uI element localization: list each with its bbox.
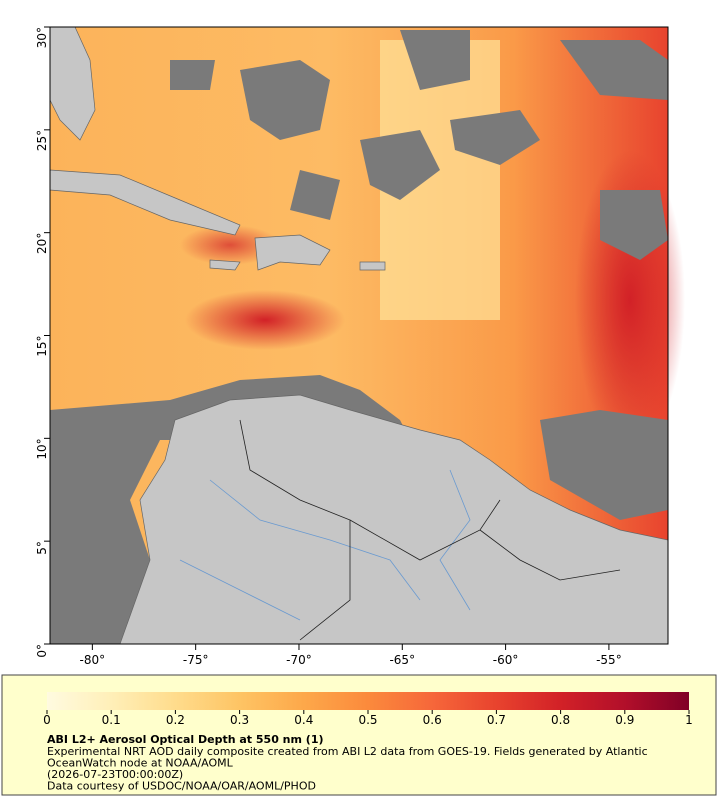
aerosol-plume bbox=[180, 225, 280, 265]
y-tick-label: 15° bbox=[35, 336, 49, 357]
colorbar-tick-label: 0.5 bbox=[358, 713, 377, 727]
colorbar-tick-label: 0.4 bbox=[294, 713, 313, 727]
borders bbox=[239, 419, 621, 641]
caption-line: (2026-07-23T00:00:00Z) bbox=[47, 768, 183, 781]
border bbox=[239, 419, 351, 641]
cuba bbox=[49, 169, 241, 236]
hispaniola bbox=[254, 234, 331, 271]
colorbar-tick-label: 0.2 bbox=[166, 713, 185, 727]
rivers bbox=[179, 469, 471, 621]
colorbar-tick-label: 0 bbox=[43, 713, 51, 727]
colorbar bbox=[47, 692, 689, 710]
border bbox=[349, 499, 501, 561]
clouds bbox=[50, 30, 668, 644]
jamaica bbox=[209, 259, 241, 271]
x-tick-label: -55° bbox=[596, 653, 622, 667]
y-tick-label: 10° bbox=[35, 438, 49, 459]
cloud bbox=[450, 110, 540, 165]
cloud bbox=[290, 170, 340, 220]
caption-line: Experimental NRT AOD daily composite cre… bbox=[47, 745, 648, 758]
y-tick-label: 30° bbox=[35, 27, 49, 48]
caption-line: OceanWatch node at NOAA/AOML bbox=[47, 757, 234, 770]
cloud bbox=[600, 190, 668, 260]
cloud bbox=[50, 375, 410, 644]
cloud bbox=[540, 410, 668, 520]
cloud bbox=[360, 130, 440, 200]
colorbar-tick-label: 0.7 bbox=[487, 713, 506, 727]
x-tick-label: -80° bbox=[80, 653, 106, 667]
x-tick-label: -70° bbox=[286, 653, 312, 667]
colorbar-tick-label: 0.1 bbox=[102, 713, 121, 727]
aerosol-plume bbox=[185, 290, 345, 350]
cloud bbox=[560, 40, 668, 100]
puerto-rico bbox=[359, 261, 386, 271]
cloud bbox=[400, 30, 470, 90]
cloud bbox=[170, 60, 215, 90]
colorbar-tick-label: 0.6 bbox=[423, 713, 442, 727]
y-tick-label: 20° bbox=[35, 233, 49, 254]
x-tick-label: -60° bbox=[493, 653, 519, 667]
south-america bbox=[119, 394, 669, 645]
cloud bbox=[240, 60, 330, 140]
y-tick-label: 25° bbox=[35, 130, 49, 151]
river bbox=[209, 479, 421, 601]
x-tick-label: -75° bbox=[183, 653, 209, 667]
colorbar-tick-label: 0.9 bbox=[615, 713, 634, 727]
land bbox=[49, 26, 669, 645]
x-tick-label: -65° bbox=[389, 653, 415, 667]
border bbox=[479, 529, 621, 581]
colorbar-tick-label: 1 bbox=[685, 713, 693, 727]
colorbar-tick-label: 0.3 bbox=[230, 713, 249, 727]
map bbox=[49, 26, 685, 645]
florida bbox=[49, 26, 96, 141]
y-tick-label: 5° bbox=[35, 541, 49, 555]
river bbox=[179, 559, 301, 621]
caption-title: ABI L2+ Aerosol Optical Depth at 550 nm … bbox=[47, 733, 324, 746]
colorbar-tick-label: 0.8 bbox=[551, 713, 570, 727]
caption-line: Data courtesy of USDOC/NOAA/OAR/AOML/PHO… bbox=[47, 780, 316, 793]
y-tick-label: 0° bbox=[35, 644, 49, 658]
river bbox=[439, 469, 471, 611]
